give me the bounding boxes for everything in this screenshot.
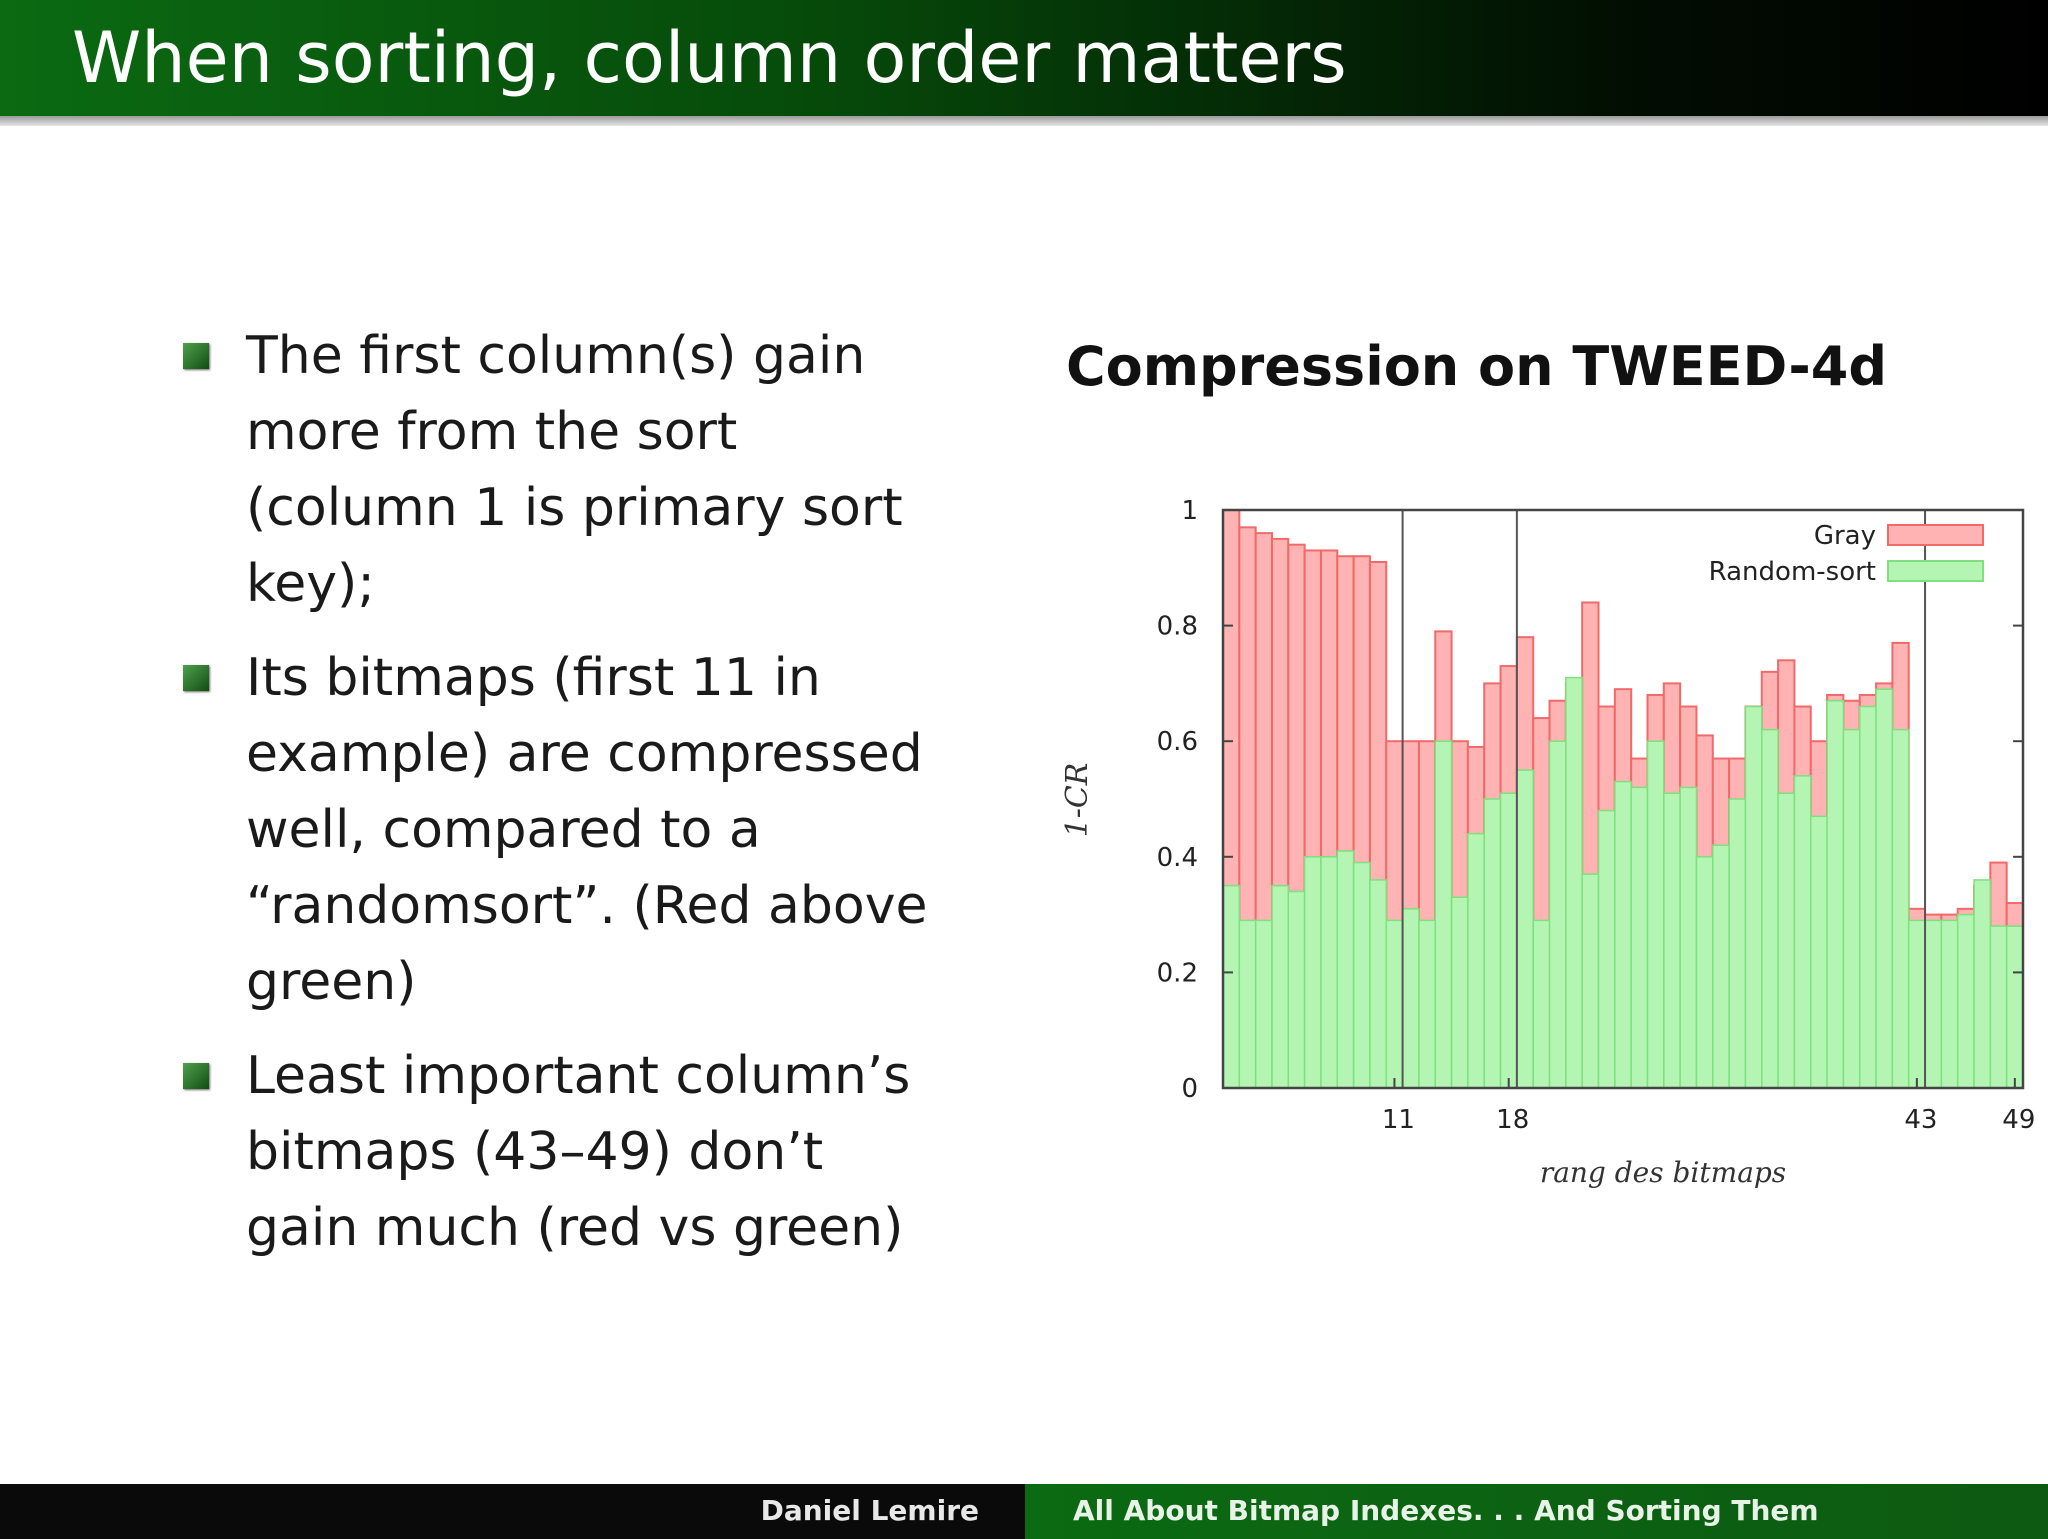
random-sort-series-bars (1222, 676, 2024, 1089)
random-sort-bar (1336, 850, 1355, 1089)
random-sort-bar (1516, 769, 1534, 1089)
random-sort-bar (2005, 925, 2024, 1089)
random-sort-bar (1369, 879, 1388, 1089)
random-sort-bar (1973, 879, 1992, 1089)
random-sort-bar (1222, 884, 1241, 1089)
x-axis-ticks: 11 18 43 49 (1382, 1078, 2035, 1135)
footer-author: Daniel Lemire (760, 1494, 979, 1527)
random-sort-bar (1434, 740, 1453, 1089)
random-sort-bar (1875, 688, 1894, 1089)
x-axis-label: rang des bitmaps (1540, 1156, 1786, 1189)
x-tick-label: 43 (1904, 1105, 1937, 1135)
bullet-marker-icon (183, 665, 209, 691)
footer-talk-title: All About Bitmap Indexes. . . And Sortin… (1073, 1494, 1819, 1527)
random-sort-bar (1777, 792, 1796, 1089)
bullet-text: The first column(s) gain more from the s… (246, 326, 903, 614)
random-sort-bar (1744, 705, 1763, 1089)
random-sort-bar (1320, 856, 1339, 1089)
chart-title: Compression on TWEED-4d (1066, 335, 1888, 398)
random-sort-bar (1385, 919, 1404, 1089)
x-tick-label: 49 (2002, 1105, 2035, 1135)
random-sort-bar (1467, 832, 1485, 1089)
random-sort-bar (1728, 798, 1747, 1089)
bullet-text: Least important column’s bitmaps (43–49)… (246, 1046, 911, 1258)
random-sort-bar (1940, 919, 1959, 1089)
random-sort-bar (1352, 861, 1371, 1089)
y-tick-label: 1 (1181, 496, 1198, 526)
random-sort-bar (1548, 740, 1567, 1089)
random-sort-bar (1989, 925, 2008, 1089)
bullet-item: Least important column’s bitmaps (43–49)… (180, 1038, 940, 1266)
y-tick-label: 0 (1181, 1074, 1198, 1104)
title-bar (0, 0, 2048, 116)
legend-gray-label: Gray (1814, 521, 1876, 551)
footer-bar: Daniel Lemire All About Bitmap Indexes. … (0, 1484, 2048, 1539)
footer-author-box: Daniel Lemire (0, 1484, 1025, 1539)
random-sort-bar (1663, 792, 1681, 1089)
random-sort-bar (1826, 699, 1845, 1089)
random-sort-bar (1499, 792, 1518, 1089)
random-sort-bar (1271, 884, 1290, 1089)
y-axis-label: 1-CR (1060, 763, 1095, 838)
random-sort-bar (1483, 798, 1502, 1089)
bullet-item: Its bitmaps (first 11 in example) are co… (180, 640, 940, 1020)
random-sort-bar (1401, 908, 1420, 1089)
bullet-list: The first column(s) gain more from the s… (180, 318, 940, 1284)
slide-title: When sorting, column order matters (72, 17, 1347, 99)
random-sort-bar (1450, 896, 1469, 1089)
random-sort-bar (1303, 856, 1322, 1089)
random-sort-bar (1842, 728, 1861, 1089)
random-sort-bar (1287, 890, 1306, 1089)
random-sort-bar (1793, 775, 1812, 1089)
random-sort-bar (1581, 873, 1600, 1089)
random-sort-bar (1891, 728, 1910, 1089)
random-sort-bar (1956, 913, 1975, 1089)
x-tick-label: 18 (1496, 1105, 1529, 1135)
random-sort-bar (1532, 919, 1551, 1089)
y-tick-label: 0.6 (1157, 727, 1198, 757)
y-tick-label: 0.2 (1157, 958, 1198, 988)
random-sort-bar (1679, 786, 1698, 1089)
random-sort-bar (1712, 844, 1730, 1089)
y-tick-label: 0.8 (1157, 612, 1198, 642)
compression-chart: 0 0.2 0.4 0.6 0.8 1 11 18 43 49 1-CR rang des bi… (1060, 496, 2035, 1189)
random-sort-bar (1418, 919, 1436, 1089)
random-sort-bar (1597, 809, 1616, 1089)
title-bar-shadow (0, 116, 2048, 126)
legend-random-sort-label: Random-sort (1709, 557, 1876, 587)
random-sort-bar (1238, 919, 1257, 1089)
legend-random-sort-swatch (1887, 560, 1984, 582)
random-sort-bar (1614, 780, 1632, 1089)
random-sort-bar (1565, 676, 1583, 1089)
plot-frame (1221, 508, 2025, 1090)
bullet-item: The first column(s) gain more from the s… (180, 318, 940, 622)
legend-gray-swatch (1887, 524, 1984, 546)
random-sort-bar (1646, 740, 1665, 1089)
y-tick-label: 0.4 (1157, 843, 1198, 873)
bullet-marker-icon (183, 1063, 209, 1089)
y-axis-ticks: 0 0.2 0.4 0.6 0.8 1 (1157, 496, 2023, 1104)
random-sort-bar (1924, 919, 1943, 1089)
bullet-text: Its bitmaps (first 11 in example) are co… (246, 648, 928, 1012)
grid-lines (1401, 510, 1927, 1088)
random-sort-bar (1858, 705, 1877, 1089)
random-sort-bar (1907, 919, 1926, 1089)
bullet-marker-icon (183, 343, 209, 369)
x-tick-label: 11 (1382, 1105, 1415, 1135)
random-sort-bar (1254, 919, 1273, 1089)
random-sort-bar (1695, 856, 1714, 1089)
random-sort-bar (1630, 786, 1649, 1089)
random-sort-bar (1810, 815, 1828, 1089)
footer-title-box: All About Bitmap Indexes. . . And Sortin… (1025, 1484, 2048, 1539)
chart-legend: Gray Random-sort (1709, 521, 1984, 587)
random-sort-bar (1761, 728, 1779, 1089)
